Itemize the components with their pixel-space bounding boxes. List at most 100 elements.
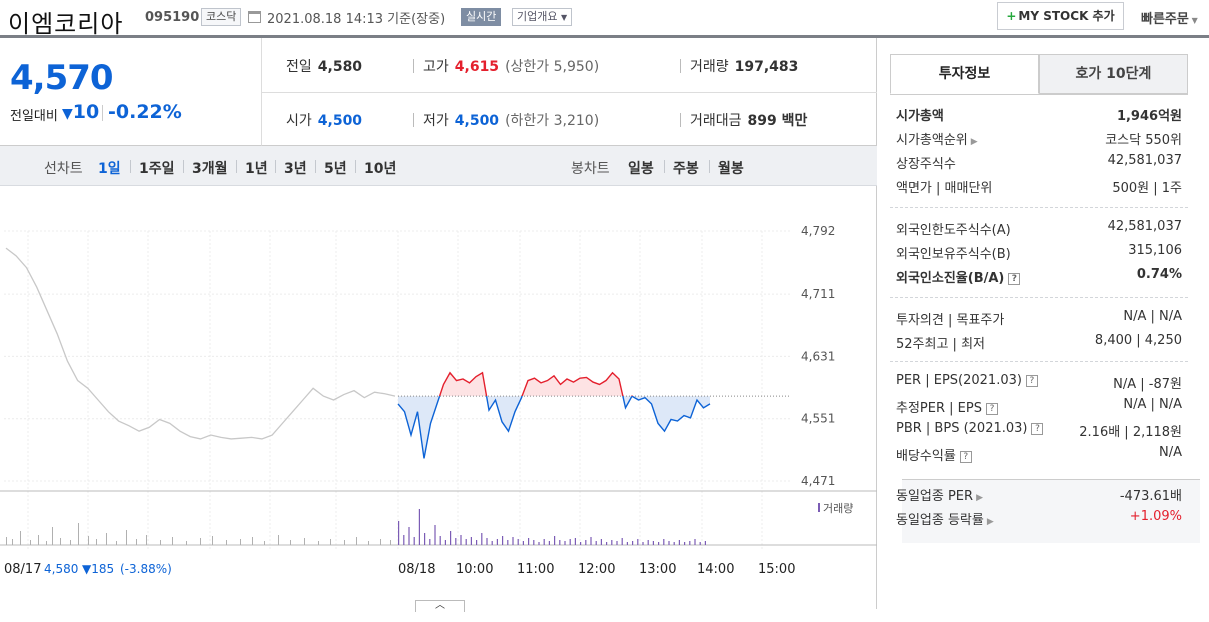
help-icon[interactable]: ?	[959, 451, 972, 463]
quote-panel: 4,570 전일대비 ▼10 -0.22% 전일 4,580 고가 4,615 (상한…	[0, 38, 877, 612]
volume-legend-swatch	[818, 503, 820, 512]
divider	[355, 160, 356, 173]
x-tick-label: 13:00	[639, 562, 676, 577]
y-tick-label: 4,631	[801, 349, 835, 363]
volume-bar	[136, 539, 137, 545]
volume-bar	[564, 541, 566, 545]
info-key: 외국인한도주식수(A)	[896, 223, 1011, 238]
prev-compare-label: 전일대비	[10, 109, 58, 124]
period-1d[interactable]: 1일	[98, 161, 121, 177]
info-key: PER | EPS(2021.03)?	[896, 373, 1038, 388]
y-tick-label: 4,551	[801, 412, 835, 426]
volume-bar	[78, 523, 79, 545]
divider	[315, 160, 316, 173]
chart-svg: 4,792 4,711 4,631 4,551 4,471 거래량 08/17 08/18 10…	[0, 224, 877, 577]
period-1y[interactable]: 1년	[245, 161, 268, 177]
info-value: N/A	[1159, 445, 1182, 460]
info-row: 투자의견 | 목표주가 N/A | N/A	[896, 309, 1182, 331]
volume-bar	[20, 531, 21, 545]
peer-summary-bg	[902, 479, 1200, 543]
info-value: -473.61배	[1119, 489, 1182, 504]
x-tick-label: 11:00	[517, 562, 554, 577]
volume-bar	[486, 538, 488, 545]
candle-weekly[interactable]: 주봉	[673, 161, 699, 177]
info-row[interactable]: 시가총액순위 ▶ 코스닥 550위	[896, 129, 1182, 151]
stat-low: 저가 4,500 (하한가 3,210)	[423, 110, 599, 130]
volume-bar	[434, 525, 436, 545]
info-row[interactable]: 동일업종 등락률 ▶ +1.09%	[896, 509, 1182, 531]
price-change-pct: -0.22%	[102, 101, 182, 123]
info-value: 0.74%	[1136, 267, 1182, 282]
tab-invest-info[interactable]: 투자정보	[890, 54, 1039, 94]
volume-bar	[632, 541, 634, 545]
datetime-value: 2021.08.18 14:13	[267, 12, 384, 27]
current-price: 4,570	[10, 58, 114, 98]
candle-monthly[interactable]: 월봉	[718, 161, 744, 177]
stat-value: 4,580	[317, 59, 363, 75]
volume-bar	[689, 541, 691, 545]
plus-icon: +	[1006, 9, 1017, 23]
my-stock-label: MY STOCK 추가	[1018, 9, 1115, 23]
divider	[680, 113, 681, 127]
info-value: 500원 | 1주	[1112, 181, 1182, 196]
volume-bar	[658, 542, 660, 545]
volume-bar	[611, 540, 613, 545]
period-1w[interactable]: 1주일	[139, 161, 175, 177]
volume-bar	[455, 538, 457, 545]
info-row[interactable]: 동일업종 PER ▶ -473.61배	[896, 485, 1182, 507]
quick-order-dropdown[interactable]: 빠른주문 ▼	[1141, 8, 1198, 27]
current-price-box: 4,570 전일대비 ▼10 -0.22%	[0, 38, 262, 146]
volume-bar	[413, 537, 415, 545]
stat-high: 고가 4,615 (상한가 5,950)	[423, 56, 599, 76]
realtime-badge[interactable]: 실시간	[461, 8, 502, 26]
period-3m[interactable]: 3개월	[192, 161, 228, 177]
info-row: 외국인한도주식수(A) 42,581,037	[896, 219, 1182, 241]
tab-hoga-10[interactable]: 호가 10단계	[1039, 54, 1188, 94]
my-stock-add-button[interactable]: + MY STOCK 추가	[997, 2, 1124, 30]
stat-volume: 거래량 197,483	[690, 56, 798, 76]
candle-chart-label: 봉차트	[571, 161, 610, 177]
info-key: 동일업종 PER ▶	[896, 489, 983, 504]
divider	[413, 59, 414, 73]
x-tick-prev-date: 08/17	[4, 562, 41, 577]
info-row: 추정PER | EPS? N/A | N/A	[896, 397, 1182, 419]
help-icon[interactable]: ?	[1008, 273, 1021, 285]
x-tick-label: 12:00	[578, 562, 615, 577]
volume-bar	[507, 540, 509, 545]
x-tick-label: 08/18	[398, 562, 435, 577]
info-key: 배당수익률?	[896, 445, 972, 464]
candle-daily[interactable]: 일봉	[628, 161, 654, 177]
volume-bar	[290, 540, 291, 545]
volume-bar	[533, 540, 535, 545]
info-row: 시가총액 1,946억원	[896, 105, 1182, 127]
stock-header: 이엠코리아 095190 코스닥 2021.08.18 14:13 기준(장중)…	[0, 0, 1209, 38]
volume-bar	[595, 541, 597, 545]
info-value: N/A | -87원	[1113, 377, 1182, 392]
volume-bar	[60, 538, 61, 545]
info-value: N/A | N/A	[1123, 309, 1182, 324]
stat-value: 4,500	[454, 113, 500, 129]
help-icon[interactable]: ?	[985, 403, 998, 415]
volume-bar	[626, 542, 628, 545]
info-row: 액면가 | 매매단위 500원 | 1주	[896, 177, 1182, 199]
volume-bar	[12, 539, 13, 545]
info-key: 시가총액	[896, 109, 944, 124]
period-10y[interactable]: 10년	[364, 161, 397, 177]
period-5y[interactable]: 5년	[324, 161, 347, 177]
x-tick-label: 10:00	[456, 562, 493, 577]
divider	[709, 160, 710, 173]
stat-label: 전일	[286, 59, 312, 75]
stat-value: 899 백만	[747, 113, 808, 129]
corp-overview-dropdown[interactable]: 기업개요 ▼	[512, 8, 573, 26]
prev-day-change: ▼185	[82, 562, 114, 576]
help-icon[interactable]: ?	[1031, 423, 1044, 435]
volume-bar	[344, 540, 345, 545]
volume-bar	[491, 541, 493, 545]
volume-bar	[600, 539, 602, 545]
period-3y[interactable]: 3년	[284, 161, 307, 177]
chevron-right-icon: ▶	[986, 517, 994, 527]
volume-bar	[590, 537, 592, 545]
chart-collapse-toggle[interactable]: ︿	[415, 600, 465, 612]
help-icon[interactable]: ?	[1025, 375, 1038, 387]
prev-day-line	[5, 247, 396, 440]
